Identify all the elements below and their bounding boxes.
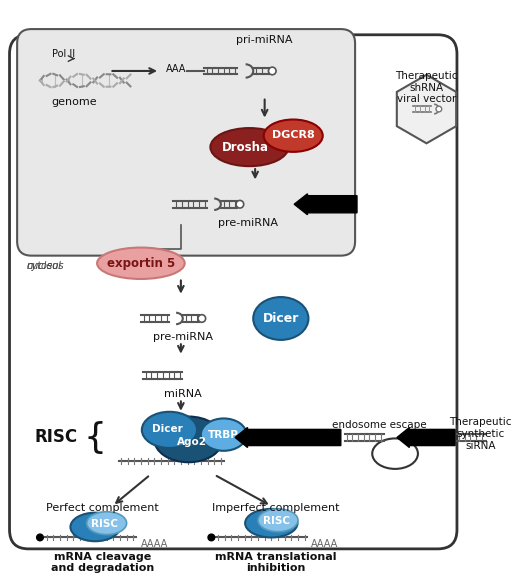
Text: RISC: RISC: [35, 428, 78, 446]
Text: endosome escape: endosome escape: [332, 420, 426, 431]
Text: DGCR8: DGCR8: [272, 130, 314, 140]
Ellipse shape: [87, 512, 126, 535]
Text: TRBP: TRBP: [208, 429, 239, 440]
FancyArrow shape: [294, 194, 357, 215]
Text: Dicer: Dicer: [263, 312, 299, 325]
Text: AAA: AAA: [166, 64, 186, 74]
Circle shape: [37, 534, 44, 541]
FancyBboxPatch shape: [17, 29, 355, 256]
Text: RISC: RISC: [91, 519, 118, 529]
Ellipse shape: [97, 248, 185, 279]
Text: Imperfect complement: Imperfect complement: [212, 503, 340, 513]
Text: AAAA: AAAA: [141, 539, 168, 549]
Ellipse shape: [372, 439, 418, 469]
Circle shape: [198, 315, 206, 322]
Text: Drosha: Drosha: [222, 141, 269, 153]
Text: {: {: [84, 421, 107, 456]
Ellipse shape: [245, 509, 297, 537]
Polygon shape: [397, 75, 456, 144]
Ellipse shape: [71, 512, 120, 541]
FancyBboxPatch shape: [10, 35, 457, 549]
Text: RISC: RISC: [263, 517, 290, 526]
Ellipse shape: [201, 418, 247, 451]
Ellipse shape: [264, 120, 323, 152]
Text: exportin 5: exportin 5: [107, 257, 175, 270]
Text: pre-miRNA: pre-miRNA: [218, 217, 278, 228]
Text: mRNA translational
inhibition: mRNA translational inhibition: [216, 552, 337, 573]
Text: Dicer: Dicer: [152, 424, 183, 434]
Text: Perfect complement: Perfect complement: [47, 503, 159, 513]
FancyArrow shape: [397, 428, 455, 447]
Text: cytosol: cytosol: [27, 261, 61, 271]
Text: Pol II: Pol II: [52, 49, 75, 59]
Text: Therapeutic
synthetic
siRNA: Therapeutic synthetic siRNA: [450, 418, 512, 451]
Text: miRNA: miRNA: [164, 389, 202, 399]
Text: pri-miRNA: pri-miRNA: [237, 35, 293, 45]
Circle shape: [268, 67, 276, 75]
Circle shape: [436, 106, 442, 112]
Text: genome: genome: [51, 96, 97, 107]
Circle shape: [208, 534, 215, 541]
Text: Therapeutic
shRNA
viral vector: Therapeutic shRNA viral vector: [395, 71, 458, 104]
FancyArrow shape: [235, 428, 341, 447]
Text: mRNA cleavage
and degradation: mRNA cleavage and degradation: [51, 552, 155, 573]
Ellipse shape: [258, 509, 298, 532]
Ellipse shape: [154, 417, 223, 462]
Ellipse shape: [210, 128, 288, 166]
Text: Ago2: Ago2: [177, 437, 207, 447]
Ellipse shape: [253, 297, 308, 340]
Text: AAAA: AAAA: [311, 539, 338, 549]
Ellipse shape: [142, 412, 197, 448]
Circle shape: [236, 200, 244, 208]
Text: nucleus: nucleus: [27, 261, 65, 271]
Text: pre-miRNA: pre-miRNA: [153, 332, 213, 342]
